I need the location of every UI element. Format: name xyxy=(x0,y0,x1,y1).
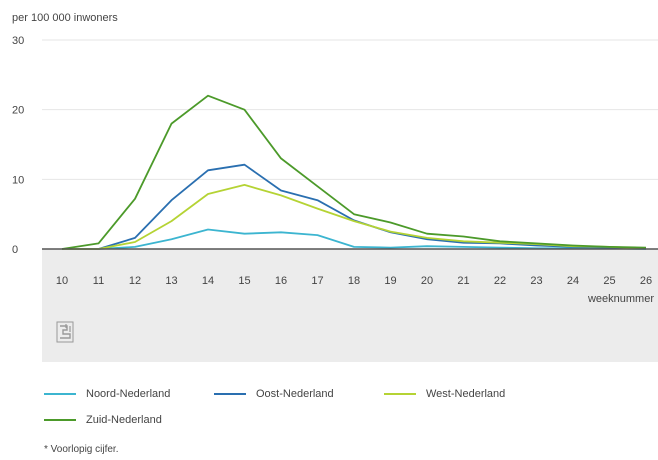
x-tick-label: 13 xyxy=(165,275,177,287)
legend-swatch xyxy=(44,419,76,421)
legend-label: Zuid-Nederland xyxy=(86,414,162,426)
x-tick-label: 19 xyxy=(384,275,396,287)
legend-swatch xyxy=(384,393,416,395)
legend-item-zuid: Zuid-Nederland xyxy=(44,414,162,426)
legend-swatch xyxy=(214,393,246,395)
legend-label: Noord-Nederland xyxy=(86,388,171,400)
legend-item-oost: Oost-Nederland xyxy=(214,388,334,400)
legend-item-noord: Noord-Nederland xyxy=(44,388,170,400)
y-tick-label: 0 xyxy=(12,244,18,256)
x-tick-label: 26 xyxy=(640,275,652,287)
x-tick-label: 17 xyxy=(311,275,323,287)
x-tick-label: 23 xyxy=(530,275,542,287)
y-tick-label: 30 xyxy=(12,35,24,47)
x-tick-label: 21 xyxy=(457,275,469,287)
y-axis-label: per 100 000 inwoners xyxy=(12,12,118,24)
x-tick-label: 18 xyxy=(348,275,360,287)
series-lines xyxy=(61,94,647,250)
x-tick-label: 20 xyxy=(421,275,433,287)
y-tick-label: 20 xyxy=(12,105,24,117)
x-axis-panel xyxy=(42,249,658,362)
series-line-zuid-nederland xyxy=(61,94,647,250)
x-tick-labels: 10 11 12 13 14 15 16 17 18 19 20 21 22 23 24 25 26 xyxy=(56,275,652,287)
x-tick-label: 16 xyxy=(275,275,287,287)
grid: 0 10 20 30 xyxy=(12,35,658,256)
x-tick-label: 24 xyxy=(567,275,579,287)
y-tick-label: 10 xyxy=(12,174,24,186)
x-tick-label: 25 xyxy=(603,275,615,287)
legend-item-west: West-Nederland xyxy=(384,388,505,400)
x-tick-label: 14 xyxy=(202,275,214,287)
legend-label: Oost-Nederland xyxy=(256,388,334,400)
x-tick-label: 11 xyxy=(93,275,104,287)
series-line-oost-nederland xyxy=(62,163,647,250)
x-tick-label: 10 xyxy=(56,275,68,287)
x-axis-label: weeknummer xyxy=(587,293,654,305)
legend-label: West-Nederland xyxy=(426,388,506,400)
legend-swatch xyxy=(44,393,76,395)
x-tick-label: 12 xyxy=(129,275,141,287)
x-tick-label: 22 xyxy=(494,275,506,287)
cbs-logo-icon xyxy=(56,321,74,343)
footnote: * Voorlopig cijfer. xyxy=(44,444,119,455)
x-tick-label: 15 xyxy=(238,275,250,287)
series-line-west-nederland xyxy=(62,183,647,250)
